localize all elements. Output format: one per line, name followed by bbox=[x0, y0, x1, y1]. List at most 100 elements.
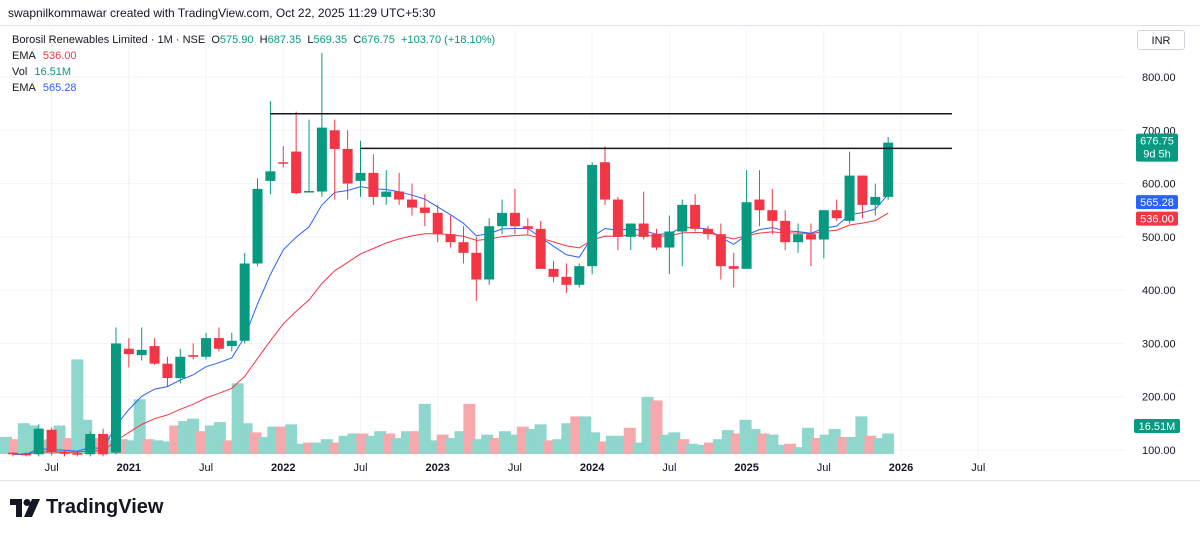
x-tick-label: 2023 bbox=[425, 462, 449, 474]
volume-label-text: 16.51M bbox=[1139, 421, 1176, 433]
y-tick-label: 500.00 bbox=[1142, 232, 1176, 244]
candle-body bbox=[561, 276, 572, 285]
candle-body bbox=[342, 148, 353, 184]
candle-body bbox=[291, 151, 302, 194]
candle-body bbox=[445, 234, 456, 243]
candle-body bbox=[329, 130, 340, 149]
volume-bar bbox=[882, 433, 895, 454]
x-tick-label: 2024 bbox=[580, 462, 605, 474]
price-label-text: 565.28 bbox=[1140, 197, 1174, 209]
candle-body bbox=[625, 223, 636, 237]
price-label-box bbox=[1136, 211, 1178, 226]
change-value: +103.70 (+18.10%) bbox=[401, 34, 496, 46]
candle-body bbox=[677, 204, 688, 232]
candle-body bbox=[780, 220, 791, 243]
close-label: C bbox=[353, 34, 362, 46]
x-tick-label: 2026 bbox=[889, 462, 913, 474]
candle-body bbox=[368, 172, 379, 197]
chart-legend: Borosil Renewables Limited · 1M · NSE O5… bbox=[12, 32, 495, 96]
candle-body bbox=[612, 199, 623, 237]
candle-body bbox=[793, 234, 804, 243]
candle-body bbox=[702, 228, 713, 235]
candle-body bbox=[715, 234, 726, 267]
candle-body bbox=[432, 212, 443, 235]
candle-body bbox=[664, 231, 675, 248]
candle-body bbox=[149, 346, 160, 364]
candle-body bbox=[394, 191, 405, 200]
candle-body bbox=[72, 453, 83, 455]
candle-body bbox=[883, 142, 894, 197]
candle-body bbox=[136, 349, 147, 356]
x-tick-label: Jul bbox=[353, 462, 367, 474]
high-value: 687.35 bbox=[267, 34, 302, 46]
volume-bar bbox=[294, 443, 307, 454]
candle-body bbox=[406, 199, 417, 208]
indicator-label: EMA bbox=[12, 82, 36, 94]
candle-body bbox=[638, 223, 649, 237]
candle-body bbox=[252, 188, 263, 264]
volume-bar bbox=[784, 443, 797, 454]
price-label-text: 536.00 bbox=[1140, 214, 1174, 226]
tradingview-logo-icon bbox=[10, 498, 40, 517]
candle-body bbox=[355, 172, 366, 181]
candle-body bbox=[767, 210, 778, 221]
candle-body bbox=[535, 228, 546, 269]
candle-body bbox=[59, 452, 70, 454]
chart-frame[interactable] bbox=[0, 25, 1200, 481]
candle-body bbox=[46, 429, 57, 453]
price-label-text: 676.75 bbox=[1140, 136, 1174, 148]
y-tick-label: 100.00 bbox=[1142, 445, 1176, 457]
currency-selector[interactable]: INR bbox=[1137, 30, 1185, 50]
indicator-label: EMA bbox=[12, 50, 36, 62]
close-value: 676.75 bbox=[361, 34, 395, 46]
candle-body bbox=[818, 210, 829, 240]
candle-body bbox=[188, 355, 199, 357]
x-tick-label: Jul bbox=[971, 462, 985, 474]
volume-bar bbox=[775, 444, 788, 454]
candle-body bbox=[239, 263, 250, 341]
symbol-name: Borosil Renewables Limited · 1M · NSE bbox=[12, 34, 206, 46]
x-tick-label: Jul bbox=[508, 462, 522, 474]
candle-body bbox=[316, 127, 327, 192]
candle-body bbox=[587, 164, 598, 267]
candle-body bbox=[831, 210, 842, 219]
volume-bar bbox=[302, 442, 315, 454]
y-tick-label: 800.00 bbox=[1142, 72, 1176, 84]
candle-body bbox=[509, 212, 520, 227]
x-tick-label: 2025 bbox=[734, 462, 758, 474]
indicator-ema-slow[interactable]: EMA 536.00 bbox=[12, 48, 495, 64]
candle-body bbox=[85, 434, 96, 455]
symbol-info-row[interactable]: Borosil Renewables Limited · 1M · NSE O5… bbox=[12, 32, 495, 48]
volume-bar bbox=[695, 444, 708, 454]
y-tick-label: 200.00 bbox=[1142, 392, 1176, 404]
y-tick-label: 600.00 bbox=[1142, 179, 1176, 191]
candle-body bbox=[278, 162, 289, 164]
indicator-value: 536.00 bbox=[42, 50, 77, 62]
candle-body bbox=[574, 266, 585, 285]
indicator-ema-fast[interactable]: EMA 565.28 bbox=[12, 80, 495, 96]
volume-bar bbox=[703, 442, 716, 454]
x-tick-label: 2021 bbox=[117, 462, 141, 474]
candle-body bbox=[265, 171, 276, 181]
volume-bar bbox=[507, 434, 520, 454]
volume-bar bbox=[329, 442, 342, 454]
candle-body bbox=[651, 234, 662, 248]
candle-body bbox=[690, 204, 701, 229]
indicator-volume[interactable]: Vol 16.51M bbox=[12, 64, 495, 80]
tradingview-logo[interactable]: TradingView bbox=[10, 496, 163, 519]
x-tick-label: Jul bbox=[199, 462, 213, 474]
volume-bar bbox=[632, 442, 645, 454]
candle-body bbox=[857, 175, 868, 205]
candle-body bbox=[728, 266, 739, 269]
candle-body bbox=[110, 343, 121, 453]
candle-body bbox=[844, 175, 855, 221]
candle-body bbox=[213, 338, 224, 349]
x-tick-label: Jul bbox=[662, 462, 676, 474]
candle-body bbox=[600, 162, 611, 200]
volume-bar bbox=[793, 447, 806, 454]
indicator-value: 16.51M bbox=[34, 66, 72, 78]
high-label: H bbox=[259, 34, 268, 46]
candle-body bbox=[458, 242, 469, 253]
candle-body bbox=[162, 363, 173, 379]
